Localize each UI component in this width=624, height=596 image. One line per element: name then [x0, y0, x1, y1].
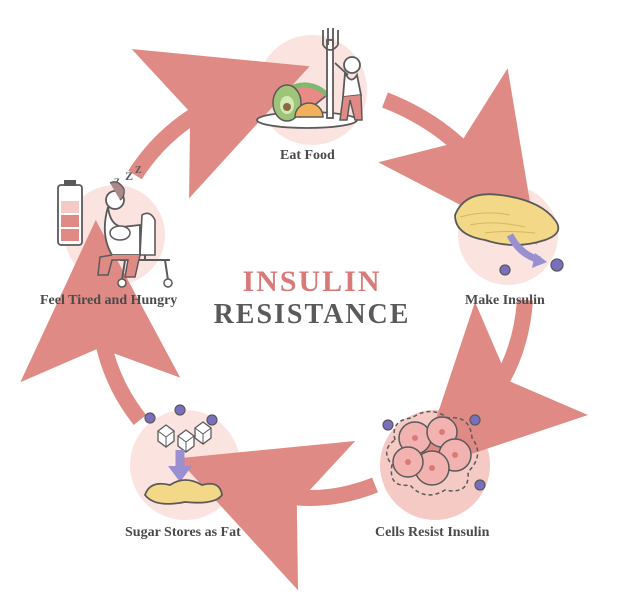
- label-cells-resist: Cells Resist Insulin: [375, 525, 489, 541]
- label-make-insulin: Make Insulin: [465, 293, 545, 309]
- label-eat-food: Eat Food: [280, 148, 335, 164]
- cells-resist-icon: [370, 400, 500, 520]
- label-sugar-fat: Sugar Stores as Fat: [125, 525, 241, 541]
- title-line-2: RESISTANCE: [214, 299, 411, 331]
- insulin-resistance-cycle: Z Z Z Eat Food Make Insulin Cells Resist…: [0, 0, 624, 596]
- label-feel-tired: Feel Tired and Hungry: [40, 293, 177, 309]
- feel-tired-icon: Z Z Z: [50, 165, 190, 295]
- svg-text:Z: Z: [125, 169, 133, 183]
- diagram-title: INSULIN RESISTANCE: [214, 265, 411, 331]
- sugar-fat-icon: [120, 400, 250, 520]
- svg-text:Z: Z: [135, 165, 142, 176]
- title-line-1: INSULIN: [214, 265, 411, 299]
- eat-food-icon: [245, 25, 385, 145]
- make-insulin-icon: [445, 175, 575, 285]
